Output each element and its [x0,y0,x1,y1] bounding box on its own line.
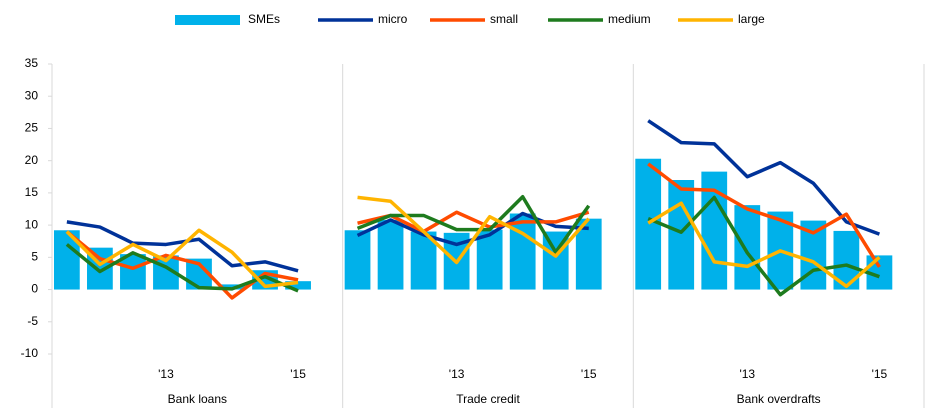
line [357,210,590,234]
bar [635,158,662,290]
y-tick-label: 35 [25,56,39,70]
line [647,195,880,297]
legend-label: large [738,12,765,26]
y-tick-label: 15 [25,185,39,199]
y-tick-label: 10 [25,217,39,231]
y-tick-label: 20 [25,153,39,167]
bar [476,229,503,290]
line [66,220,299,273]
legend-label: medium [608,12,651,26]
bar [285,281,311,290]
bar [344,230,371,290]
legend-label: micro [378,12,408,26]
y-tick-label: 5 [31,250,38,264]
panel-label: Trade credit [456,392,520,406]
line [357,195,591,265]
legend-swatch [175,15,240,25]
line [65,228,299,289]
bar [668,180,695,290]
bar [219,284,245,290]
legend-label: SMEs [248,12,280,26]
legend-label: small [490,12,518,26]
x-tick-label: '13 [158,367,174,381]
line [647,201,881,289]
y-tick-label: 0 [31,282,38,296]
x-tick-label: '13 [449,367,465,381]
line [647,162,881,268]
y-tick-label: -5 [27,314,38,328]
x-tick-label: '15 [581,367,597,381]
x-tick-label: '15 [290,367,306,381]
panel-label: Bank loans [168,392,227,406]
x-tick-label: '15 [872,367,888,381]
bar [509,213,536,290]
line [356,195,591,254]
x-tick-label: '13 [739,367,755,381]
bar [377,219,404,290]
y-tick-label: -10 [21,346,39,360]
y-tick-label: 30 [25,88,39,102]
bar [734,205,761,290]
bar [120,254,146,290]
panel-label: Bank overdrafts [737,392,821,406]
y-tick-label: 25 [25,121,39,135]
